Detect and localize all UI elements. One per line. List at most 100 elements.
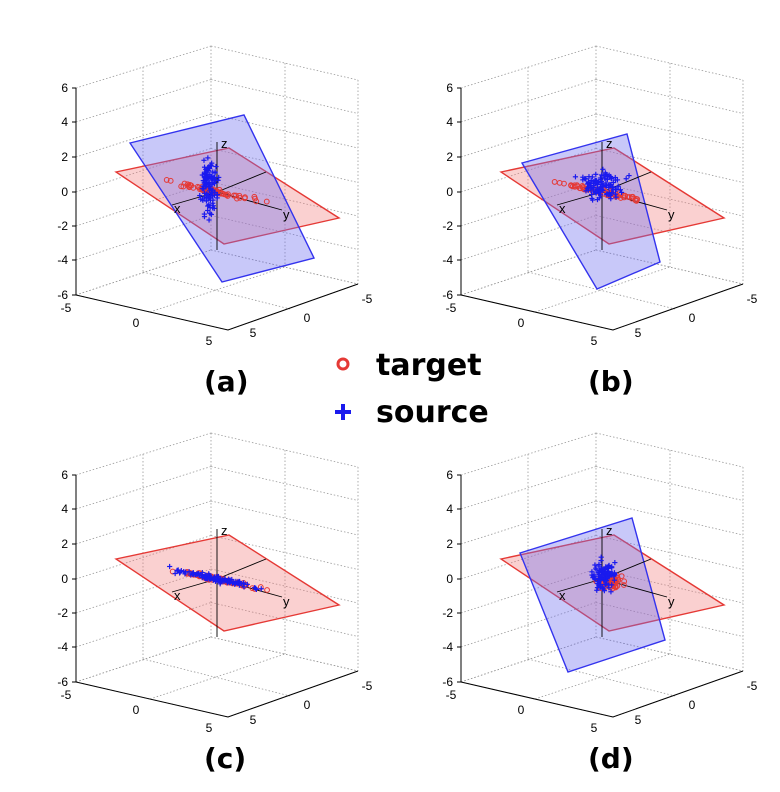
- target-point: [571, 183, 578, 190]
- source-point: [606, 585, 612, 591]
- target-point: [568, 182, 575, 189]
- source-point: [592, 562, 598, 568]
- source-point: [572, 174, 579, 180]
- source-point: [589, 174, 595, 180]
- caption-c: (c): [204, 742, 246, 775]
- source-point: [210, 203, 216, 209]
- source-point: [201, 214, 208, 220]
- source-point: [213, 163, 219, 170]
- source-point: [206, 194, 212, 201]
- z-axis-label: z: [221, 136, 228, 151]
- z-tick-label: -6: [57, 288, 68, 302]
- source-point: [197, 192, 203, 199]
- source-point: [203, 166, 209, 173]
- z-tick-label: -4: [57, 640, 68, 654]
- source-point: [602, 581, 609, 587]
- source-point: [167, 563, 173, 570]
- y-tick-label: -5: [747, 292, 758, 306]
- y-tick-label: 5: [635, 326, 642, 340]
- x-tick-label: -5: [446, 301, 457, 315]
- source-point: [201, 157, 207, 163]
- target-point: [263, 198, 270, 205]
- source-plane: [520, 133, 661, 290]
- source-point: [175, 567, 181, 573]
- source-point: [205, 155, 211, 161]
- source-point: [240, 581, 246, 587]
- y-tick-label: 0: [689, 698, 696, 712]
- source-point: [604, 176, 611, 182]
- x-tick-label: -5: [61, 688, 72, 702]
- source-point: [596, 563, 602, 569]
- source-point: [609, 570, 615, 576]
- source-point: [609, 176, 615, 182]
- source-point: [596, 571, 602, 577]
- z-tick-label: 0: [446, 572, 453, 586]
- x-tick-label: 5: [206, 334, 213, 348]
- y-axis-label: y: [668, 207, 675, 222]
- y-tick-label: 5: [635, 713, 642, 727]
- target-point: [251, 193, 258, 200]
- z-tick-label: -6: [442, 675, 453, 689]
- source-point: [599, 181, 605, 187]
- y-tick-label: -5: [362, 292, 373, 306]
- source-point: [202, 184, 208, 190]
- z-tick-label: 6: [61, 468, 68, 482]
- source-point: [594, 196, 601, 203]
- source-point: [611, 577, 617, 583]
- source-point: [195, 571, 201, 577]
- target-point: [618, 573, 625, 579]
- target-point: [551, 179, 558, 185]
- z-tick-label: -4: [442, 253, 453, 267]
- target-point: [190, 184, 197, 191]
- scatter-points: [589, 554, 628, 595]
- z-tick-label: -6: [57, 675, 68, 689]
- z-tick-label: 6: [446, 468, 453, 482]
- source-point: [205, 573, 212, 579]
- source-point: [585, 179, 592, 185]
- source-point: [600, 575, 606, 582]
- source-point: [583, 188, 589, 194]
- z-tick-label: 6: [61, 81, 68, 95]
- source-point: [198, 196, 204, 202]
- source-point: [584, 185, 590, 191]
- source-point: [206, 180, 212, 186]
- target-point: [185, 182, 192, 189]
- x-axis-label: x: [559, 201, 566, 216]
- z-axis-label: z: [221, 523, 228, 538]
- source-point: [605, 574, 611, 580]
- source-point: [606, 172, 612, 178]
- source-point: [600, 184, 606, 190]
- y-tick-label: 0: [304, 698, 311, 712]
- source-point: [209, 189, 216, 196]
- source-point: [600, 166, 606, 172]
- z-tick-label: 2: [446, 150, 453, 164]
- z-tick-label: 2: [61, 537, 68, 551]
- z-tick-label: 6: [446, 81, 453, 95]
- source-point: [626, 172, 632, 179]
- source-point: [614, 186, 620, 192]
- source-point: [209, 179, 215, 185]
- source-point: [588, 187, 594, 193]
- source-point: [205, 207, 211, 214]
- source-point: [253, 586, 260, 593]
- source-point: [596, 179, 602, 186]
- z-tick-label: -2: [57, 606, 68, 620]
- source-point: [207, 210, 213, 216]
- source-point: [593, 567, 599, 573]
- target-point: [163, 177, 170, 183]
- target-point: [223, 191, 229, 198]
- source-point: [210, 169, 216, 175]
- z-tick-label: 4: [61, 115, 68, 129]
- source-point: [612, 559, 618, 566]
- source-point: [208, 163, 215, 169]
- source-point: [594, 587, 600, 593]
- source-point: [609, 185, 615, 191]
- caption-d: (d): [588, 742, 634, 775]
- source-point: [236, 582, 242, 588]
- source-point: [194, 571, 200, 577]
- grid: [460, 432, 744, 718]
- source-point: [589, 185, 595, 191]
